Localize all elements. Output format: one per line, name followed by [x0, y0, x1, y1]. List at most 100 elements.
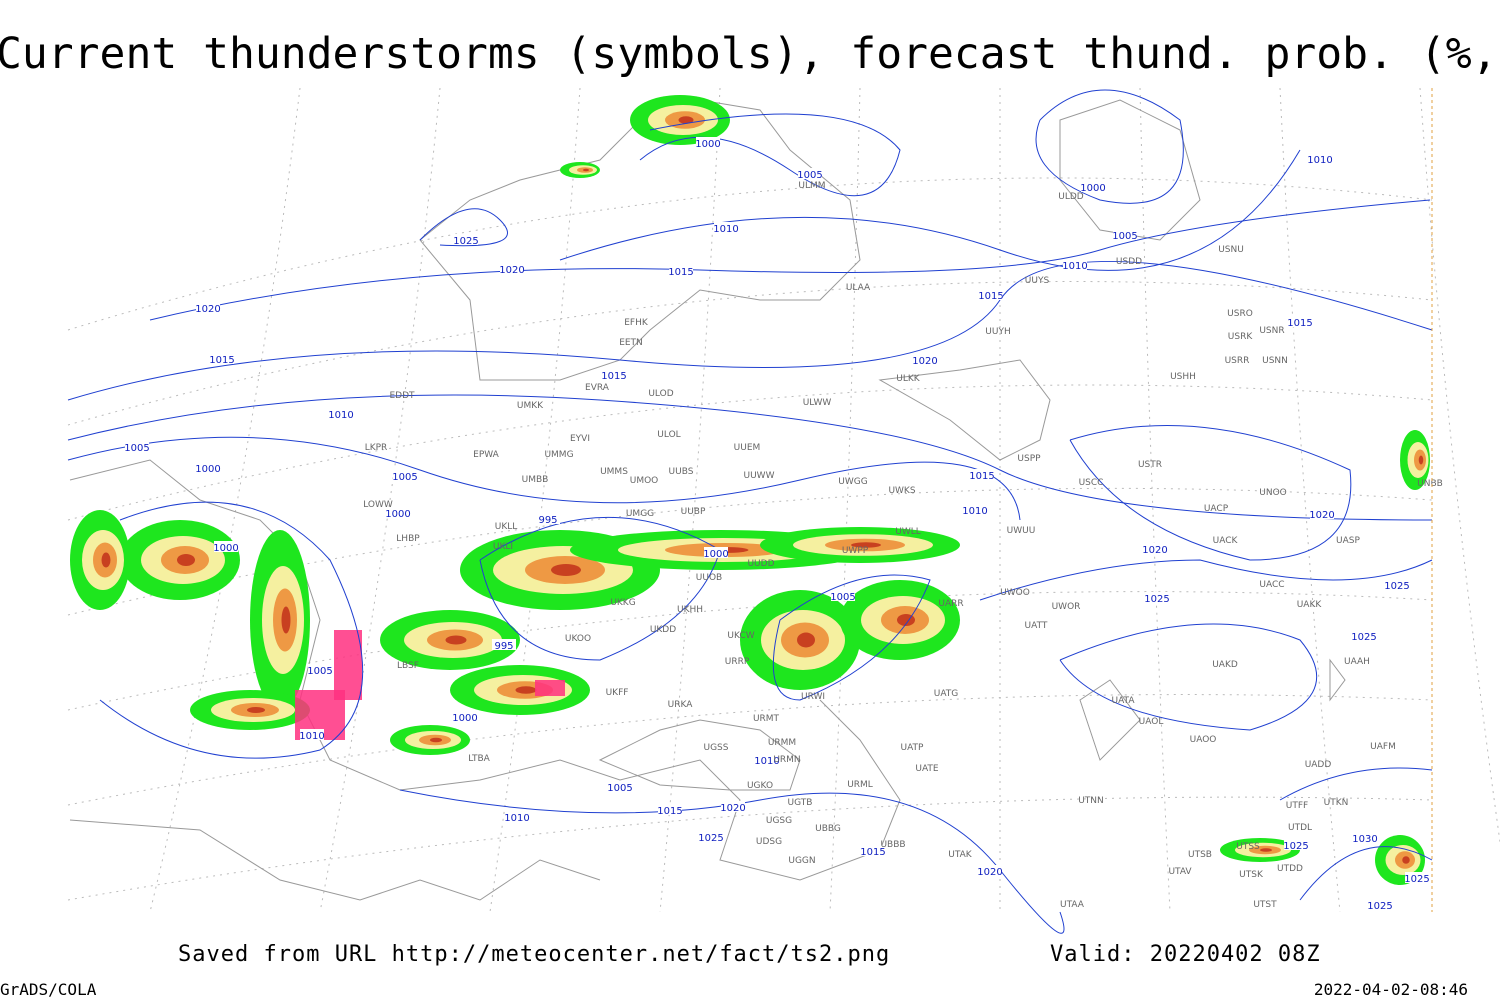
station-code: UTSK [1239, 870, 1264, 880]
prob-60 [551, 564, 581, 576]
prob-60 [678, 116, 694, 124]
isobar-label: 1010 [328, 410, 353, 421]
station-code: USNR [1259, 326, 1284, 336]
station-code: EFHK [624, 318, 649, 328]
coastline [598, 719, 801, 791]
graticule [67, 87, 1500, 913]
station-code: URWI [801, 692, 825, 702]
isobar [479, 516, 721, 661]
prob-60 [1260, 848, 1272, 852]
station-code: UATA [1111, 696, 1135, 706]
station-code: USRK [1228, 332, 1254, 342]
isobar [1059, 623, 1318, 731]
station-code: UDSG [756, 837, 782, 847]
isobar-label: 1015 [209, 355, 234, 366]
isobar-label: 1005 [307, 666, 332, 677]
station-code: UUEM [734, 443, 761, 453]
isobar [67, 394, 1433, 521]
prob-60 [445, 635, 467, 645]
station-code: ULAA [846, 283, 871, 293]
graticule-line [489, 87, 581, 913]
coastline [419, 99, 861, 381]
isobar-label: 1020 [977, 867, 1002, 878]
station-code: UBBG [815, 824, 841, 834]
coastline [69, 819, 601, 901]
isobar-label: 1025 [1283, 841, 1308, 852]
isobar-label-bg [1284, 839, 1308, 850]
isobar-label-bg [963, 504, 987, 515]
isobar [1069, 425, 1352, 561]
station-code: ULDD [1058, 192, 1084, 202]
graticule-line [319, 87, 441, 913]
station-code: UKLL [495, 522, 518, 532]
isobar-label: 1010 [504, 813, 529, 824]
graticule-line [1279, 87, 1341, 913]
prob-60 [1402, 856, 1410, 864]
station-code: UTST [1253, 900, 1277, 910]
isobar-label-bg [500, 263, 524, 274]
prob-60 [1418, 455, 1424, 465]
station-code: LHBP [396, 534, 420, 544]
graticule-line [67, 487, 1433, 616]
station-code: ULMM [798, 181, 825, 191]
isobar-label: 1000 [385, 509, 410, 520]
isobar-label-bg [1143, 543, 1167, 554]
isobar-label-bg [492, 639, 516, 650]
station-code: UUYS [1025, 276, 1050, 286]
isobar [67, 436, 1021, 521]
station-code: UWPP [842, 546, 869, 556]
station-code: UADD [1305, 760, 1332, 770]
isobar-label-bg [1288, 316, 1312, 327]
isobar-label: 1010 [299, 731, 324, 742]
isobar-label: 1010 [962, 506, 987, 517]
station-code: UWGG [838, 477, 867, 487]
station-code: UACP [1204, 504, 1229, 514]
station-code: UKHH [677, 605, 703, 615]
graticule-line [1419, 87, 1500, 846]
source-url: Saved from URL http://meteocenter.net/fa… [178, 942, 890, 967]
isobar-label-bg [1063, 259, 1087, 270]
station-code: EYVI [570, 434, 590, 444]
thunderstorm-symbols [334, 630, 362, 700]
station-code: UAKK [1297, 600, 1323, 610]
station-code: UMGG [626, 509, 654, 519]
isobar-label-bg [699, 831, 723, 842]
station-code: URMN [773, 755, 800, 765]
station-code: LOWW [363, 500, 393, 510]
station-code: UBBB [880, 840, 905, 850]
station-code: UUYH [985, 327, 1010, 337]
isobar-label: 1020 [1309, 510, 1334, 521]
station-code: EETN [619, 338, 643, 348]
graticule-line [67, 591, 1433, 711]
isobar-label-bg [1113, 229, 1137, 240]
isobar-label: 1000 [695, 139, 720, 150]
station-code: USNN [1262, 356, 1288, 366]
station-code: UWOO [1000, 588, 1030, 598]
station-code: UMMG [544, 450, 573, 460]
graticule-line [659, 87, 721, 913]
isobar-label-bg [453, 711, 477, 722]
station-code: UTAV [1168, 867, 1192, 877]
prob-60 [101, 552, 111, 568]
isobar-label: 1030 [1352, 834, 1377, 845]
station-code: USCC [1079, 478, 1104, 488]
timestamp: 2022-04-02-08:46 [1314, 980, 1468, 999]
station-code: UTSB [1188, 850, 1212, 860]
isobar-label-bg [1352, 630, 1376, 641]
isobar-label-bg [308, 664, 332, 675]
isobar-label: 1005 [124, 443, 149, 454]
station-code: UWKS [888, 486, 915, 496]
isobar-label: 1005 [607, 783, 632, 794]
station-code: ULKK [896, 374, 921, 384]
isobar-label-bg [125, 441, 149, 452]
station-code: UATE [915, 764, 939, 774]
station-code: UACK [1213, 536, 1239, 546]
station-code: LKPR [365, 443, 388, 453]
isobar-label: 995 [538, 515, 557, 526]
station-code: USNU [1218, 245, 1244, 255]
prob-60 [281, 606, 291, 634]
prob-60 [430, 737, 442, 743]
isobar-label: 1015 [860, 847, 885, 858]
isobar [559, 149, 1301, 271]
isobar-label: 1000 [213, 543, 238, 554]
